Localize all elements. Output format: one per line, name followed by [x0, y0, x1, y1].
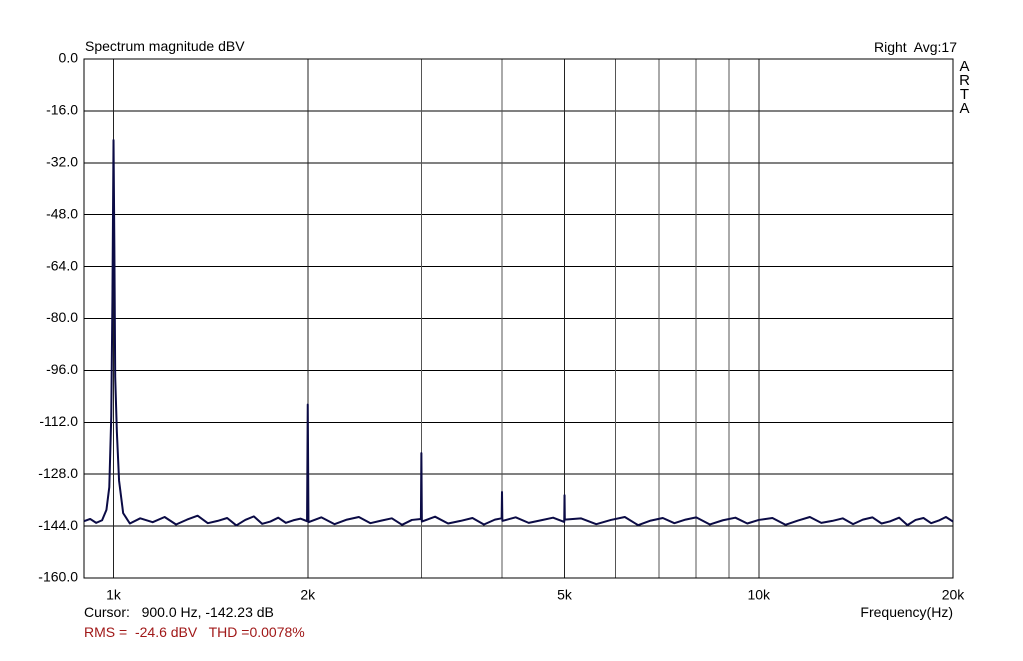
- x-axis-label: Frequency(Hz): [860, 604, 953, 620]
- x-tick-label: 5k: [557, 587, 573, 603]
- x-tick-label: 2k: [300, 587, 316, 603]
- plot-frame: [83, 58, 954, 579]
- x-tick-label: 20k: [942, 587, 966, 603]
- chart-title: Spectrum magnitude dBV: [85, 38, 245, 54]
- cursor-readout: Cursor: 900.0 Hz, -142.23 dB: [84, 604, 274, 620]
- y-tick-label: -48.0: [46, 205, 78, 221]
- y-tick-label: -144.0: [38, 517, 78, 533]
- side-label: ARTA: [959, 58, 970, 117]
- y-tick-label: -16.0: [46, 102, 78, 118]
- y-tick-label: -160.0: [38, 569, 78, 585]
- measurement-readout: RMS = -24.6 dBV THD =0.0078%: [84, 624, 305, 640]
- y-tick-label: -112.0: [39, 413, 78, 429]
- status-label: Right Avg:17: [873, 39, 957, 55]
- y-tick-label: -80.0: [46, 309, 78, 325]
- y-tick-label: 0.0: [59, 50, 79, 66]
- y-tick-label: -64.0: [46, 257, 78, 273]
- x-tick-label: 10k: [747, 587, 771, 603]
- y-tick-label: -32.0: [46, 154, 78, 170]
- y-tick-label: -128.0: [38, 465, 78, 481]
- spectrum-line: [83, 139, 954, 527]
- x-tick-label: 1k: [106, 587, 122, 603]
- y-tick-label: -96.0: [46, 361, 78, 377]
